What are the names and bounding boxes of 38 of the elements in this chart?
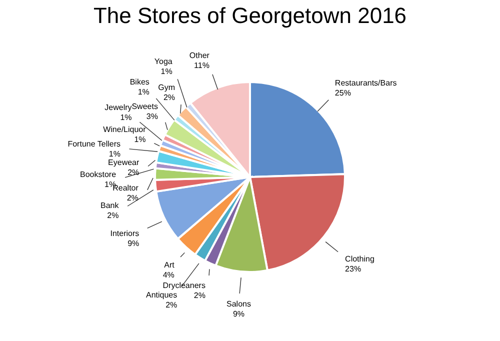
slice-label: Restaurants/Bars — [334, 78, 397, 88]
slice-label: Bikes — [130, 77, 150, 86]
chart-title: The Stores of Georgetown 2016 — [93, 3, 407, 28]
data-label: 1% — [120, 112, 132, 122]
slice-label: Drycleaners — [162, 280, 206, 290]
data-label: 23% — [345, 264, 362, 274]
data-label: 2% — [107, 210, 119, 220]
data-label: 2% — [126, 194, 138, 203]
slice-label: Antiques — [146, 290, 178, 300]
data-label: 2% — [128, 168, 140, 177]
slice-label: Gym — [158, 82, 176, 92]
slice-label: Wine/Liquor — [103, 124, 146, 134]
slice-label: Yoga — [154, 56, 173, 66]
slice-label: Other — [189, 50, 210, 60]
data-label: 1% — [160, 66, 172, 76]
slice-label: Interiors — [110, 228, 140, 238]
data-label: 1% — [134, 134, 146, 144]
data-label: 4% — [162, 270, 174, 280]
data-label: 3% — [146, 112, 158, 122]
data-label: 1% — [108, 150, 120, 159]
slice-label: Sweets — [132, 102, 158, 112]
slice-label: Fortune Tellers — [68, 140, 120, 149]
slice-label: Salons — [226, 299, 251, 308]
slice-label: Bank — [100, 200, 120, 210]
slice-label: Art — [164, 260, 176, 270]
data-label: 2% — [194, 290, 206, 300]
data-label: 25% — [334, 88, 351, 98]
slice-label: Eyewear — [108, 158, 140, 167]
data-label: 9% — [128, 238, 140, 248]
slice-label: Bookstore — [80, 170, 117, 180]
slice-label: Jewelry — [104, 102, 132, 112]
slice-label: Clothing — [345, 254, 374, 264]
data-label: 11% — [194, 60, 210, 70]
data-label: 1% — [138, 87, 150, 96]
data-label: 2% — [163, 92, 176, 102]
data-label: 9% — [232, 309, 245, 318]
data-label: 2% — [166, 300, 178, 310]
slice-label: Realtor — [112, 184, 139, 193]
